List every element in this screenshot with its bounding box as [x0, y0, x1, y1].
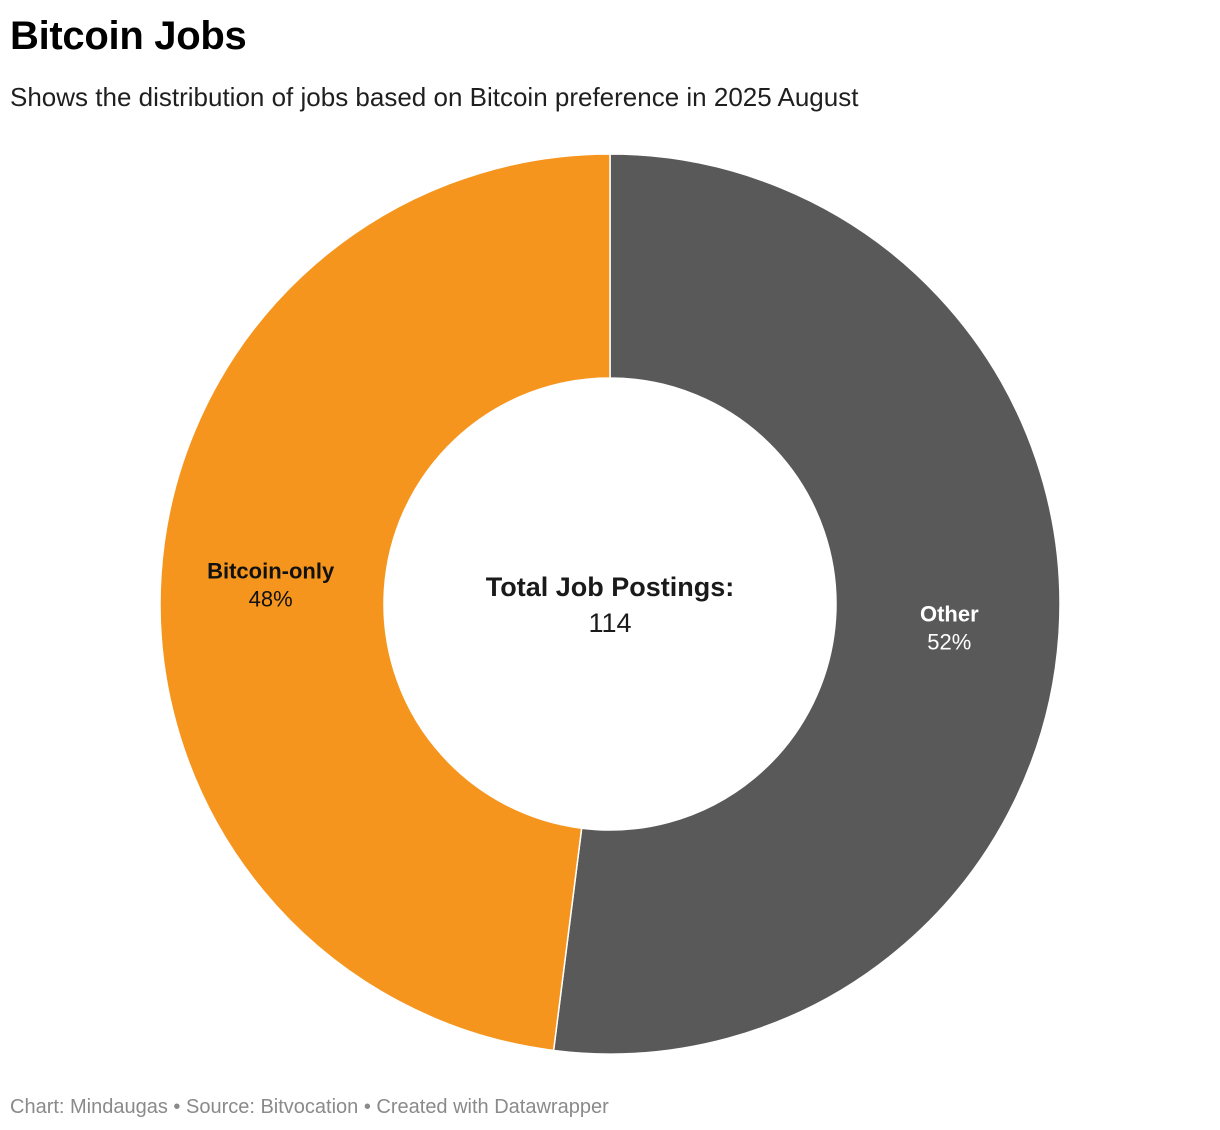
chart-title: Bitcoin Jobs	[10, 14, 247, 58]
slice-percent-bitcoin-only: 48%	[249, 587, 293, 612]
chart-subtitle: Shows the distribution of jobs based on …	[10, 82, 859, 112]
donut-slice-other	[552, 153, 1061, 1055]
slice-percent-other: 52%	[927, 629, 971, 654]
slice-label-other: Other	[920, 601, 979, 626]
donut-slice-bitcoin-only	[159, 153, 611, 1052]
slice-label-bitcoin-only: Bitcoin-only	[207, 559, 335, 584]
center-total-value: 114	[588, 608, 631, 638]
slice-labels-layer: Other 52% Bitcoin-only 48%	[207, 559, 979, 655]
slices-layer	[159, 153, 1061, 1055]
source-credit: Chart: Mindaugas • Source: Bitvocation •…	[10, 1096, 609, 1118]
center-total-label: Total Job Postings:	[486, 572, 735, 602]
